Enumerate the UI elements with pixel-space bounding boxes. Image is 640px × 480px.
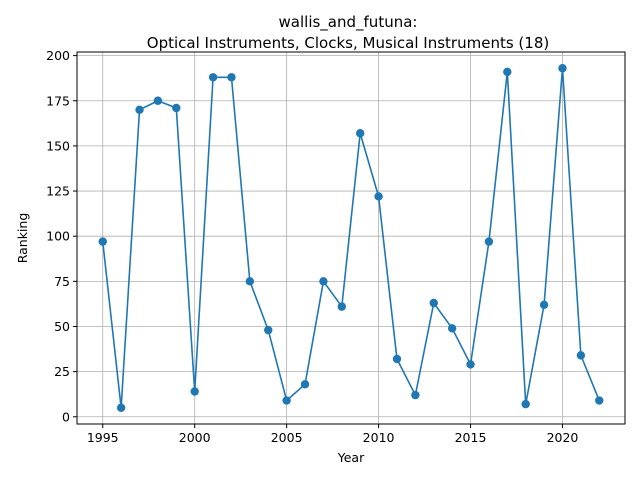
data-point bbox=[319, 277, 328, 286]
data-point bbox=[135, 105, 144, 114]
data-point bbox=[466, 360, 475, 369]
data-point bbox=[282, 396, 291, 405]
y-tick-label: 175 bbox=[46, 93, 70, 108]
series-line bbox=[101, 68, 601, 408]
data-point bbox=[190, 387, 199, 396]
y-tick-label: 125 bbox=[46, 184, 70, 199]
data-point bbox=[392, 354, 402, 364]
data-point bbox=[300, 380, 310, 389]
x-tick-label: 2010 bbox=[363, 430, 395, 445]
data-point bbox=[172, 103, 181, 113]
series-layer bbox=[98, 64, 604, 412]
y-tick-label: 0 bbox=[62, 409, 70, 424]
y-tick-label: 100 bbox=[46, 229, 70, 244]
data-point bbox=[558, 64, 567, 73]
y-tick-label: 25 bbox=[54, 364, 70, 379]
data-point bbox=[539, 300, 549, 310]
x-tick-label: 2020 bbox=[547, 430, 579, 445]
chart-title-line-2: Optical Instruments, Clocks, Musical Ins… bbox=[147, 34, 549, 52]
data-point bbox=[374, 192, 383, 201]
y-tick-label: 200 bbox=[46, 48, 70, 63]
data-point bbox=[484, 237, 494, 246]
data-point bbox=[245, 277, 255, 286]
plot-frame bbox=[76, 51, 626, 425]
x-tick-label: 1995 bbox=[87, 430, 119, 445]
chart-title-line-1: wallis_and_futuna: bbox=[279, 13, 418, 32]
data-point bbox=[595, 396, 604, 405]
data-point bbox=[411, 390, 420, 400]
data-point bbox=[227, 73, 236, 82]
x-tick-label: 2005 bbox=[271, 430, 303, 445]
data-point bbox=[429, 298, 438, 308]
data-point bbox=[521, 399, 530, 409]
grid bbox=[77, 52, 625, 424]
data-point bbox=[337, 302, 347, 311]
axes: 1995 2000 2005 2010 2015 2020 0 25 50 75 100 125 150… bbox=[46, 48, 578, 445]
x-tick-label: 2015 bbox=[455, 430, 487, 445]
data-point bbox=[116, 403, 126, 412]
data-point bbox=[264, 325, 273, 335]
data-point bbox=[576, 351, 586, 360]
y-tick-label: 150 bbox=[46, 138, 70, 153]
data-point bbox=[153, 96, 163, 105]
data-point bbox=[355, 129, 365, 138]
data-point bbox=[503, 67, 512, 77]
data-point bbox=[208, 73, 218, 82]
x-axis-label: Year bbox=[337, 450, 365, 465]
data-point bbox=[98, 237, 107, 246]
y-axis-label: Ranking bbox=[15, 213, 30, 264]
x-tick-label: 2000 bbox=[179, 430, 211, 445]
y-tick-label: 75 bbox=[54, 274, 70, 289]
y-tick-label: 50 bbox=[54, 319, 70, 334]
data-point bbox=[447, 324, 457, 333]
